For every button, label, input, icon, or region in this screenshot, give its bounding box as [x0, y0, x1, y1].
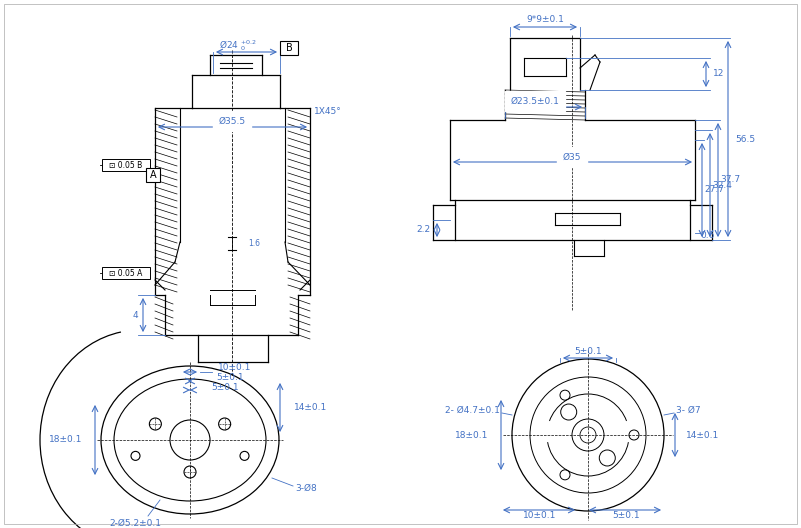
Text: 12: 12: [713, 70, 724, 79]
Text: 2.2: 2.2: [416, 225, 430, 234]
Bar: [102, 159, 150, 171]
Text: 5±0.1: 5±0.1: [216, 373, 244, 382]
Text: 10±0.1: 10±0.1: [219, 363, 252, 372]
Text: 9*9±0.1: 9*9±0.1: [526, 15, 564, 24]
Text: 5±0.1: 5±0.1: [211, 382, 239, 391]
Text: Ø24 $^{+0.2}_{0}$: Ø24 $^{+0.2}_{0}$: [219, 39, 257, 53]
Text: 18±0.1: 18±0.1: [455, 430, 488, 439]
Text: 27.7: 27.7: [704, 185, 724, 194]
Text: A: A: [150, 170, 156, 180]
Text: ⊡ 0.05 A: ⊡ 0.05 A: [109, 269, 143, 278]
Text: 14±0.1: 14±0.1: [294, 402, 328, 411]
Text: 0.6: 0.6: [700, 231, 714, 240]
Text: 5±0.1: 5±0.1: [612, 512, 640, 521]
Bar: [102, 267, 150, 279]
Text: 37.7: 37.7: [720, 175, 740, 184]
Text: 5±0.1: 5±0.1: [574, 346, 602, 355]
Text: B: B: [286, 43, 292, 53]
Text: 56.5: 56.5: [735, 135, 755, 144]
Text: Ø35.5: Ø35.5: [219, 117, 246, 126]
Text: 18±0.1: 18±0.1: [49, 436, 82, 445]
Text: 2- Ø4.7±0.1: 2- Ø4.7±0.1: [445, 406, 500, 414]
Text: 1.6: 1.6: [248, 239, 260, 248]
Text: 32.4: 32.4: [712, 181, 732, 190]
Bar: [280, 41, 298, 55]
Text: 10±0.1: 10±0.1: [523, 512, 557, 521]
Text: 1X45°: 1X45°: [314, 108, 342, 117]
Text: Ø35: Ø35: [563, 153, 582, 162]
Text: ⊡ 0.05 B: ⊡ 0.05 B: [110, 161, 143, 169]
Text: 3-Ø8: 3-Ø8: [295, 484, 316, 493]
Text: 3- Ø7: 3- Ø7: [676, 406, 701, 414]
Bar: [146, 168, 160, 182]
Text: 4: 4: [132, 310, 138, 319]
Text: 14±0.1: 14±0.1: [686, 430, 719, 439]
Text: Ø23.5±0.1: Ø23.5±0.1: [510, 97, 559, 106]
Text: 2-Ø5.2±0.1: 2-Ø5.2±0.1: [109, 518, 161, 527]
